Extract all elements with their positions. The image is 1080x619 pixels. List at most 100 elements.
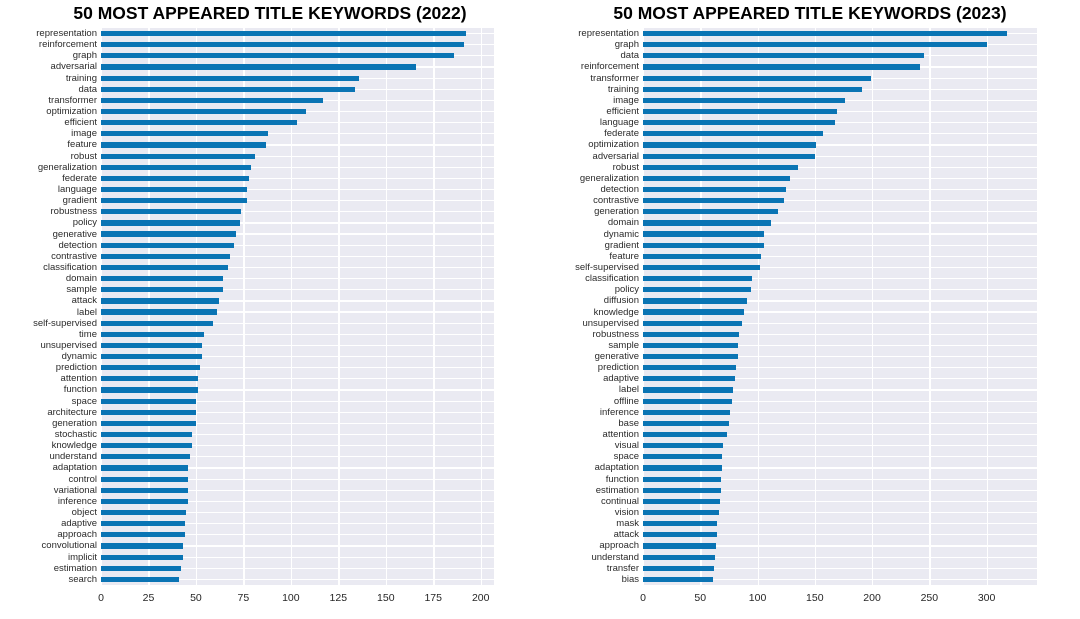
bar-generalization — [643, 175, 790, 181]
bar-graph — [101, 53, 455, 59]
bar-row — [643, 61, 1037, 72]
gridline — [643, 367, 1037, 369]
bar-row — [101, 373, 494, 384]
bar-object — [101, 509, 187, 516]
bar-attention — [643, 432, 727, 438]
gridline — [101, 122, 494, 124]
bar-row — [101, 73, 494, 84]
gridline — [101, 411, 494, 413]
gridline — [101, 556, 494, 558]
bar-adaptive — [643, 376, 735, 382]
gridline — [101, 166, 494, 168]
gridline — [101, 289, 494, 291]
x-tick-label: 200 — [863, 592, 881, 604]
gridline — [643, 411, 1037, 413]
y-tick-label: domain — [607, 217, 639, 229]
gridline — [101, 200, 494, 202]
bar-gradient — [643, 242, 765, 248]
gridline — [101, 389, 494, 391]
x-axis-ticks-2023: 0 50 100 150 200 250 300 — [540, 0, 1080, 619]
bar-row — [643, 496, 1037, 507]
y-tick-label: dynamic — [61, 351, 97, 363]
y-tick-label: understand — [49, 451, 97, 463]
bar-sample — [643, 342, 739, 349]
x-tick-label: 150 — [377, 592, 395, 604]
bar-row — [101, 329, 494, 340]
y-tick-label: detection — [58, 239, 97, 251]
y-tick-label: implicit — [67, 551, 97, 563]
y-tick-label: language — [57, 183, 97, 195]
bar-row — [643, 574, 1037, 585]
y-tick-label: policy — [614, 284, 639, 296]
bar-row — [101, 362, 494, 373]
bar-adaptation — [101, 465, 189, 471]
chart-2023: 50 MOST APPEARED TITLE KEYWORDS (2023) r… — [540, 0, 1080, 619]
y-tick-label: attention — [602, 429, 639, 441]
gridline — [101, 356, 494, 358]
bar-generalization — [101, 164, 251, 170]
gridline — [101, 467, 494, 469]
gridline — [643, 322, 1037, 324]
bar-row — [101, 462, 494, 473]
bar-understand — [101, 454, 191, 460]
bar-self-supervised — [101, 320, 213, 326]
gridline — [101, 244, 494, 246]
bar-row — [101, 206, 494, 217]
bar-row — [643, 529, 1037, 540]
bar-row — [101, 307, 494, 318]
plot-area-2023 — [643, 28, 1037, 585]
gridline — [101, 322, 494, 324]
bar-row — [643, 340, 1037, 351]
gridline — [643, 289, 1037, 291]
gridline — [101, 367, 494, 369]
bar-row — [643, 229, 1037, 240]
gridline — [643, 356, 1037, 358]
y-tick-label: sample — [608, 339, 639, 351]
gridline — [101, 266, 494, 269]
y-tick-label: gradient — [62, 195, 97, 207]
gridline — [643, 534, 1037, 536]
y-tick-label: offline — [613, 395, 639, 407]
y-tick-label: federate — [604, 128, 639, 140]
bar-row — [643, 440, 1037, 451]
bar-inference — [101, 498, 189, 505]
gridline — [643, 434, 1037, 436]
y-tick-label: self-supervised — [575, 261, 639, 273]
bar-policy — [101, 220, 240, 226]
bar-row — [101, 563, 494, 574]
bar-row — [101, 229, 494, 240]
bar-row — [101, 84, 494, 95]
y-tick-label: representation — [578, 28, 639, 39]
gridline — [290, 28, 293, 585]
bar-row — [101, 418, 494, 429]
bar-transformer — [101, 97, 324, 103]
x-axis-ticks-2022: 0 25 50 75 100 125 150 175 200 — [98, 592, 489, 604]
bar-row — [643, 295, 1037, 306]
bar-row — [101, 340, 494, 351]
gridline — [480, 28, 483, 585]
bar-row — [643, 563, 1037, 574]
gridline — [101, 445, 494, 447]
y-tick-label: adaptation — [594, 462, 639, 474]
y-tick-label: continual — [600, 495, 639, 507]
bar-visual — [643, 443, 724, 449]
gridline — [101, 400, 494, 402]
y-tick-label: graph — [72, 50, 97, 62]
bar-row — [643, 351, 1037, 362]
gridline — [643, 177, 1037, 179]
gridline — [101, 378, 494, 380]
gridline — [643, 511, 1037, 514]
bar-classification — [643, 276, 752, 282]
bar-row — [101, 284, 494, 295]
y-tick-label: space — [613, 451, 639, 463]
bar-classification — [101, 264, 229, 271]
bar-dynamic — [101, 354, 202, 360]
bar-row — [101, 195, 494, 206]
y-tick-label: adversarial — [592, 150, 639, 162]
gridline — [101, 278, 494, 280]
gridline — [643, 122, 1037, 124]
bar-dynamic — [643, 231, 765, 237]
y-tick-label: policy — [72, 217, 97, 229]
y-tick-label: search — [68, 573, 97, 585]
